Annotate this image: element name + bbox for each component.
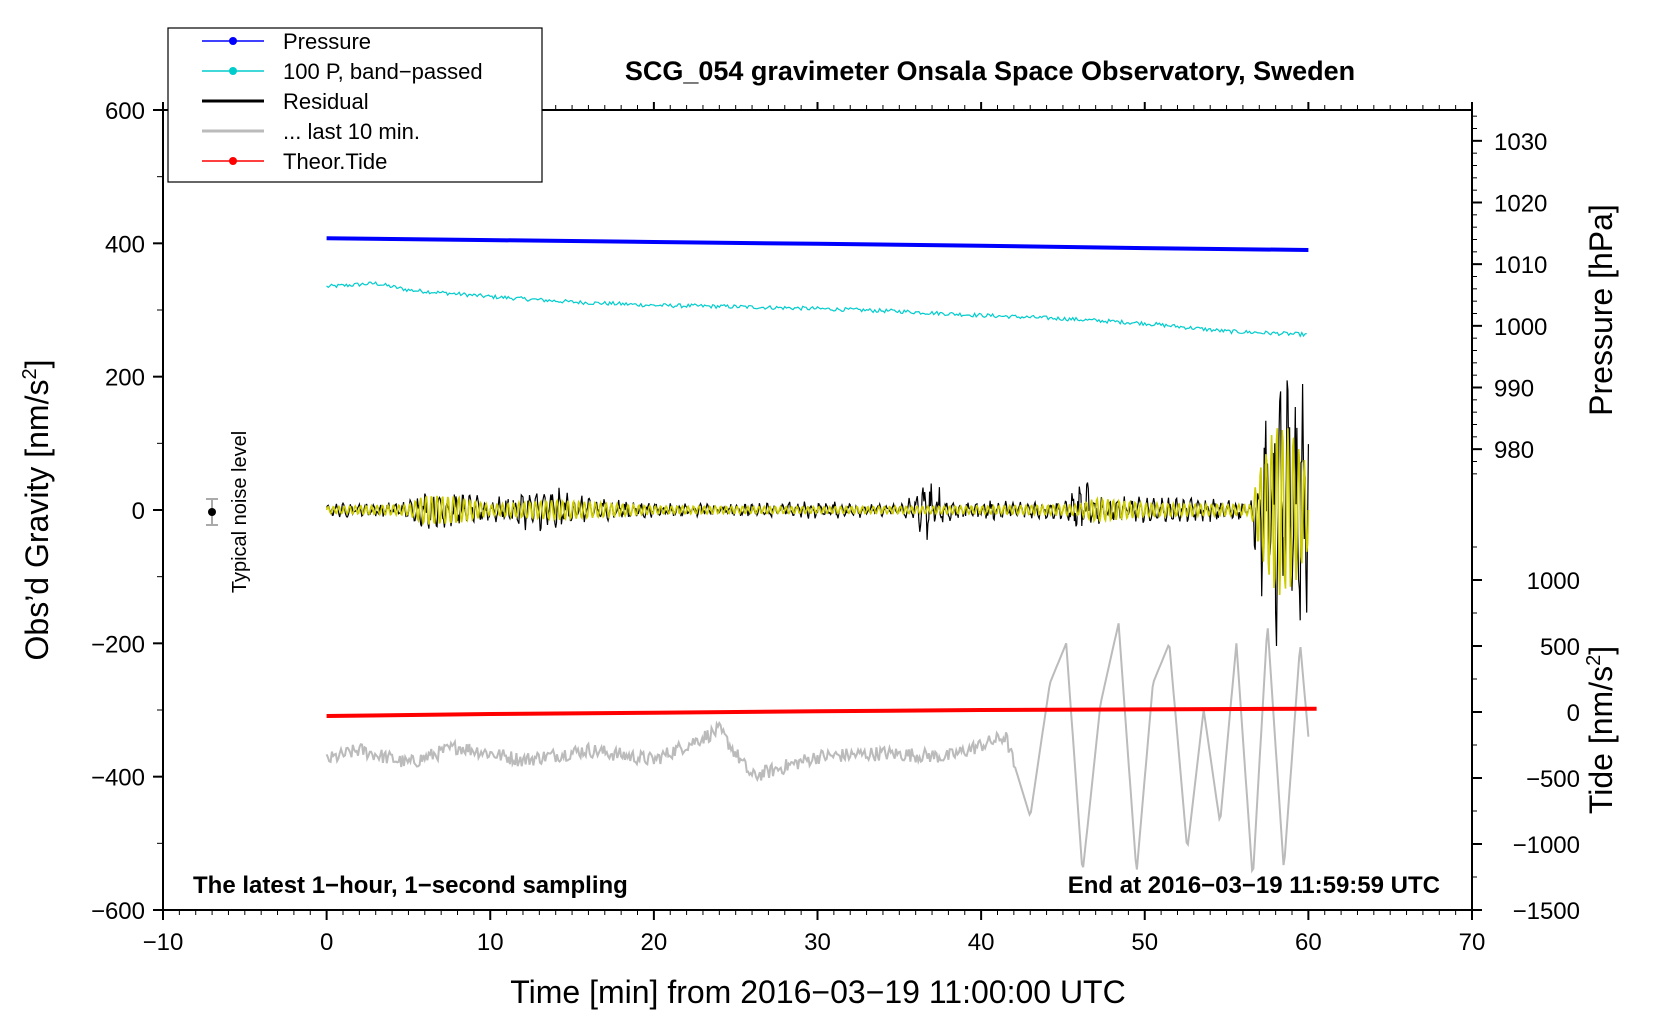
noise-point [208,508,216,516]
y-tick-label-gravity: 400 [105,231,145,258]
noise-label: Typical noise level [229,431,251,593]
y-tick-label-gravity: 0 [132,498,145,525]
y-axis-label-gravity-sup: 2 [19,368,41,379]
y-axis-label-pressure: Pressure [hPa] [1583,204,1619,416]
x-tick-label: 30 [804,929,831,956]
tide-line [326,706,1317,718]
x-tick-label: 70 [1459,929,1486,956]
y-tick-label-gravity: −400 [91,765,145,792]
legend-marker [229,37,237,45]
legend-label: 100 P, band−passed [283,59,483,84]
y-tick-label-pressure: 1030 [1494,129,1547,156]
y-tick-label-gravity: −600 [91,898,145,925]
y-axis-label-tide-sup: 2 [1583,655,1605,666]
y-tick-label-tide: 500 [1540,634,1580,661]
legend: Pressure 100 P, band−passed Residual ... la… [167,27,543,183]
x-tick-label: 60 [1295,929,1322,956]
ticks-layer: −10 0 10 20 30 40 50 60 70−600−400−2000200400600… [91,98,1580,956]
y-tick-label-tide: 1000 [1527,568,1580,595]
legend-marker [229,67,237,75]
legend-label: Residual [283,89,369,114]
x-tick-label: 10 [477,929,504,956]
legend-label: ... last 10 min. [283,119,420,144]
y-tick-label-gravity: 600 [105,98,145,125]
legend-box [167,27,543,183]
filtered-residual-line [325,428,1310,596]
x-axis-label: Time [min] from 2016−03−19 11:00:00 UTC [510,974,1125,1010]
y-tick-label-pressure: 1020 [1494,191,1547,218]
x-tick-label: −10 [143,929,184,956]
y-axis-label-tide-main: Tide [nm/s [1583,666,1619,814]
last-10-min-line [325,623,1310,874]
x-tick-label: 50 [1131,929,1158,956]
x-tick-label: 20 [641,929,668,956]
legend-label: Theor.Tide [283,149,387,174]
y-tick-label-pressure: 990 [1494,376,1534,403]
annotation-end-time: End at 2016−03−19 11:59:59 UTC [1068,872,1440,899]
chart-title: SCG_054 gravimeter Onsala Space Observat… [625,56,1355,86]
x-tick-label: 0 [320,929,333,956]
y-tick-label-tide: −1000 [1513,832,1580,859]
y-tick-label-gravity: −200 [91,631,145,658]
y-tick-label-pressure: 1010 [1494,252,1547,279]
x-tick-label: 40 [968,929,995,956]
band-passed-pressure-line [326,281,1307,338]
y-tick-label-tide: 0 [1567,700,1580,727]
y-axis-label-tide-close: ] [1583,646,1619,655]
y-tick-label-pressure: 980 [1494,437,1534,464]
pressure-line [326,236,1309,252]
y-axis-label-gravity-close: ] [19,360,55,369]
series-layer [325,236,1317,874]
y-tick-label-tide: −1500 [1513,898,1580,925]
y-axis-label-gravity-main: Obs’d Gravity [nm/s [19,380,55,661]
legend-marker [229,157,237,165]
y-tick-label-tide: −500 [1526,766,1580,793]
annotation-sampling: The latest 1−hour, 1−second sampling [193,872,628,899]
y-tick-label-gravity: 200 [105,365,145,392]
y-axis-label-tide: Tide [nm/s2] [1583,646,1619,814]
legend-items: Pressure 100 P, band−passed Residual ... la… [202,29,483,174]
y-axis-label-gravity: Obs’d Gravity [nm/s2] [19,360,55,661]
y-tick-label-pressure: 1000 [1494,314,1547,341]
legend-label: Pressure [283,29,371,54]
